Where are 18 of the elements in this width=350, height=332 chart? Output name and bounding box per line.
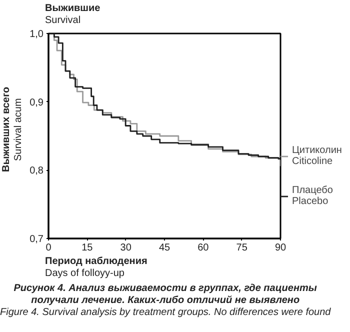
y-tick-label: 0,9 xyxy=(30,97,44,108)
x-tick-label: 90 xyxy=(274,242,286,254)
x-tick-label: 60 xyxy=(198,242,210,254)
x-tick-label: 30 xyxy=(120,242,132,254)
legend-label: Плацебо Placebo xyxy=(292,184,333,208)
chart-title: Выжившие Survival xyxy=(44,2,100,27)
x-tick-label: 75 xyxy=(236,242,248,254)
x-tick-label: 45 xyxy=(158,242,170,254)
y-tick-label: 0,8 xyxy=(30,166,44,177)
y-tick-label: 0,7 xyxy=(30,234,44,245)
text: Рисунок 4. Анализ выживаемости в группах, где пациенты получали лечение. Каких-либо отличий не выявлено xyxy=(12,283,318,307)
x-axis-title: Период наблюдения Days of folloyy-up xyxy=(44,256,148,280)
legend-label: Цитиколин Citicoline xyxy=(292,144,342,168)
caption: Figure 4. Survival analysis by treatment groups. No differences were found xyxy=(0,307,331,319)
x-tick-label: 15 xyxy=(82,242,94,254)
y-axis-title: Выживших всего Survival acum xyxy=(1,86,25,174)
x-tick-label: 0 xyxy=(46,242,52,254)
y-tick-label: 1,0 xyxy=(30,29,44,40)
